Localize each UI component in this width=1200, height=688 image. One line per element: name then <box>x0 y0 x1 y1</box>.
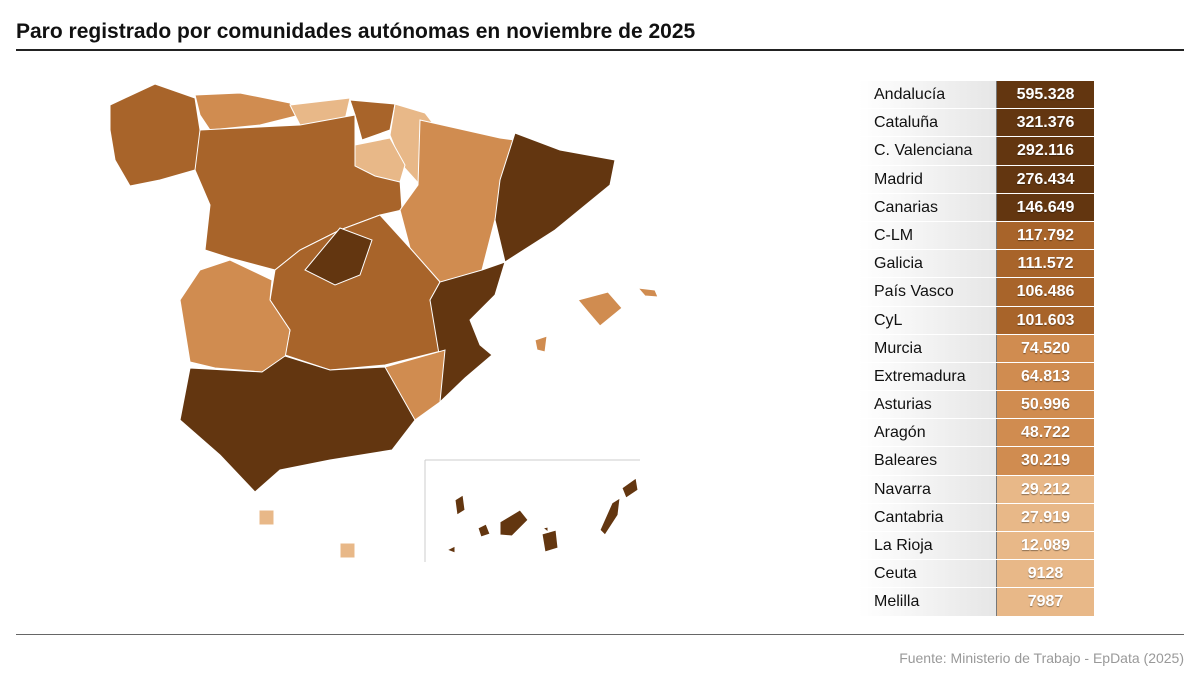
table-row: Asturias 50.996 <box>859 391 1094 419</box>
region-value: 321.376 <box>996 109 1094 137</box>
region-value: 101.603 <box>996 306 1094 334</box>
region-value: 30.219 <box>996 447 1094 475</box>
region-name: Ceuta <box>859 560 996 588</box>
region-pais-vasco <box>349 99 396 141</box>
data-table: Andalucía 595.328 Cataluña 321.376 C. Valenc… <box>859 81 1094 617</box>
table-row: Madrid 276.434 <box>859 165 1094 193</box>
region-mallorca <box>577 291 623 327</box>
region-ibiza <box>534 335 548 353</box>
region-name: Andalucía <box>859 81 996 109</box>
table-row: C. Valenciana 292.116 <box>859 137 1094 165</box>
table-row: Cantabria 27.919 <box>859 503 1094 531</box>
region-name: Baleares <box>859 447 996 475</box>
divider <box>16 634 1184 635</box>
table-row: Galicia 111.572 <box>859 250 1094 278</box>
region-name: Canarias <box>859 193 996 221</box>
region-name: Asturias <box>859 391 996 419</box>
region-value: 146.649 <box>996 193 1094 221</box>
region-value: 48.722 <box>996 419 1094 447</box>
table-row: Aragón 48.722 <box>859 419 1094 447</box>
table-row: CyL 101.603 <box>859 306 1094 334</box>
region-ceuta <box>258 509 275 526</box>
region-melilla <box>339 542 356 559</box>
region-value: 106.486 <box>996 278 1094 306</box>
region-name: Murcia <box>859 334 996 362</box>
source-note: Fuente: Ministerio de Trabajo - EpData (… <box>899 650 1184 666</box>
region-value: 50.996 <box>996 391 1094 419</box>
region-andalucia <box>179 355 416 493</box>
region-name: Cataluña <box>859 109 996 137</box>
table-row: País Vasco 106.486 <box>859 278 1094 306</box>
region-name: Extremadura <box>859 362 996 391</box>
region-name: Galicia <box>859 250 996 278</box>
table-row: Canarias 146.649 <box>859 193 1094 221</box>
chart-title: Paro registrado por comunidades autónoma… <box>16 20 696 43</box>
region-value: 111.572 <box>996 250 1094 278</box>
region-value: 117.792 <box>996 221 1094 250</box>
table-row: Murcia 74.520 <box>859 334 1094 362</box>
table-row: Navarra 29.212 <box>859 475 1094 503</box>
region-value: 12.089 <box>996 532 1094 560</box>
table-row: Andalucía 595.328 <box>859 81 1094 109</box>
table-row: Ceuta 9128 <box>859 560 1094 588</box>
region-name: Navarra <box>859 475 996 503</box>
table-row: C-LM 117.792 <box>859 221 1094 250</box>
region-name: C. Valenciana <box>859 137 996 165</box>
region-name: La Rioja <box>859 532 996 560</box>
table-row: Melilla 7987 <box>859 588 1094 616</box>
region-value: 27.919 <box>996 503 1094 531</box>
region-galicia <box>109 83 206 187</box>
region-value: 9128 <box>996 560 1094 588</box>
region-name: Melilla <box>859 588 996 616</box>
region-value: 595.328 <box>996 81 1094 109</box>
region-name: C-LM <box>859 221 996 250</box>
region-value: 74.520 <box>996 334 1094 362</box>
region-la-rioja <box>354 137 406 183</box>
table-row: Cataluña 321.376 <box>859 109 1094 137</box>
region-value: 292.116 <box>996 137 1094 165</box>
region-name: Madrid <box>859 165 996 193</box>
region-asturias <box>194 92 301 131</box>
region-madrid <box>304 227 373 286</box>
region-name: País Vasco <box>859 278 996 306</box>
table-row: Extremadura 64.813 <box>859 362 1094 391</box>
divider <box>16 49 1184 51</box>
region-value: 276.434 <box>996 165 1094 193</box>
region-name: Cantabria <box>859 503 996 531</box>
table-row: La Rioja 12.089 <box>859 532 1094 560</box>
region-value: 64.813 <box>996 362 1094 391</box>
region-cataluna <box>494 132 616 263</box>
region-name: CyL <box>859 306 996 334</box>
region-value: 7987 <box>996 588 1094 616</box>
table-row: Baleares 30.219 <box>859 447 1094 475</box>
region-value: 29.212 <box>996 475 1094 503</box>
region-name: Aragón <box>859 419 996 447</box>
region-menorca <box>636 287 659 298</box>
region-canarias <box>445 477 639 554</box>
region-c-valenciana <box>429 261 506 404</box>
